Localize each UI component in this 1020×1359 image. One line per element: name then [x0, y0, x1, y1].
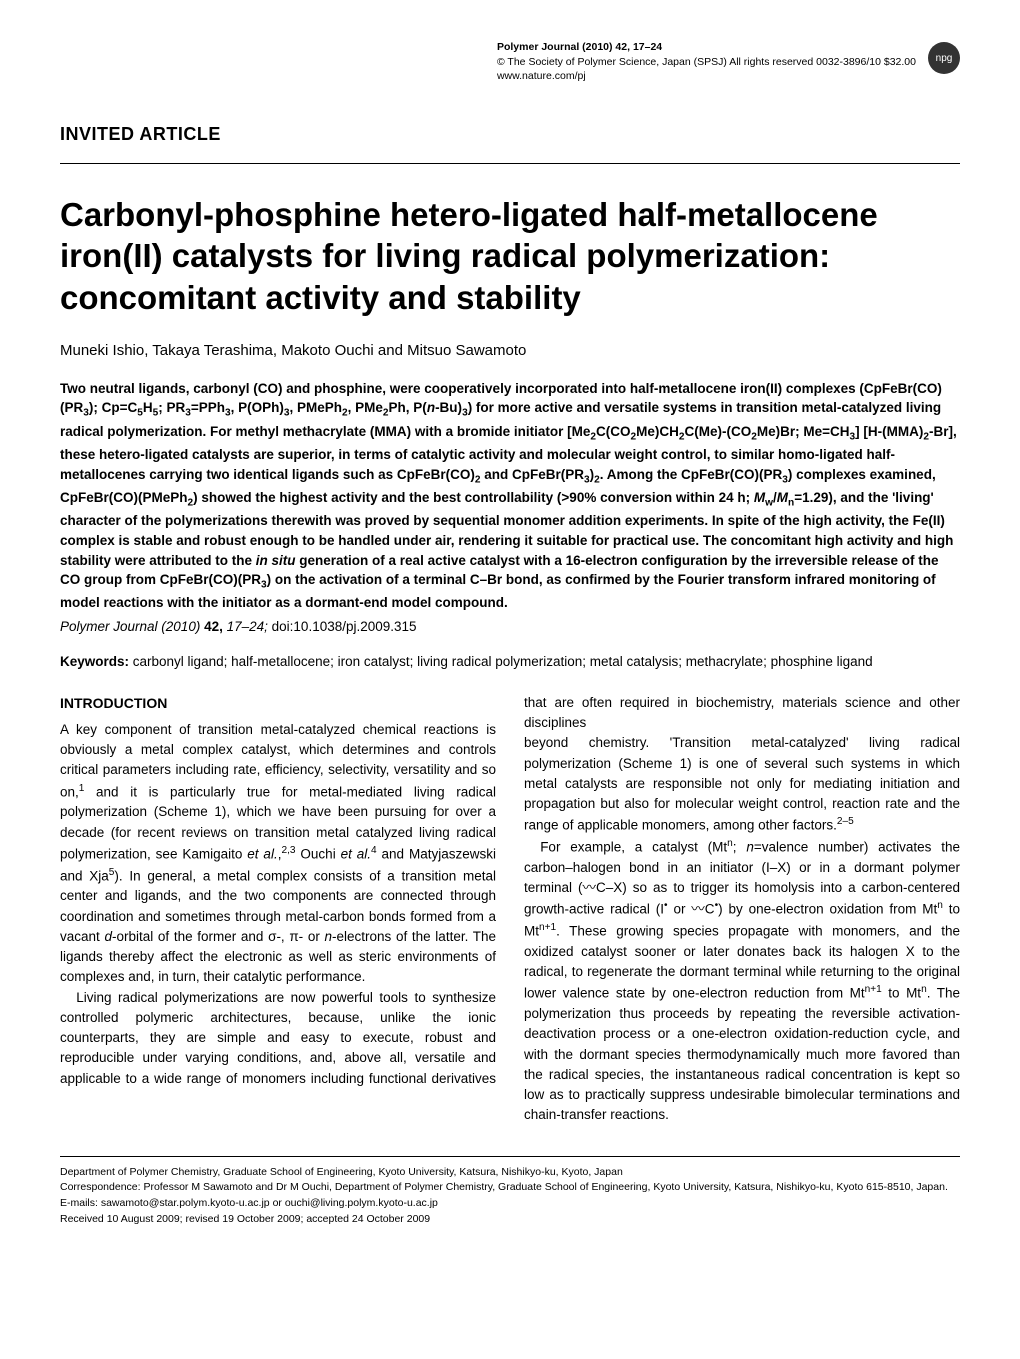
citation-doi: doi:10.1038/pj.2009.315: [272, 619, 417, 634]
divider-top: [60, 163, 960, 164]
divider-bottom: [60, 1156, 960, 1157]
section-heading-introduction: INTRODUCTION: [60, 693, 496, 714]
citation: Polymer Journal (2010) 42, 17–24; doi:10…: [60, 619, 960, 634]
citation-pages: 17–24;: [223, 619, 272, 634]
journal-title-line: Polymer Journal (2010) 42, 17–24: [497, 40, 916, 55]
copyright-line: © The Society of Polymer Science, Japan …: [497, 55, 916, 70]
journal-header: Polymer Journal (2010) 42, 17–24 © The S…: [60, 40, 960, 84]
keywords-label: Keywords:: [60, 654, 129, 669]
author-list: Muneki Ishio, Takaya Terashima, Makoto O…: [60, 342, 960, 359]
keywords: Keywords: carbonyl ligand; half-metalloc…: [60, 654, 960, 669]
journal-url: www.nature.com/pj: [497, 69, 916, 84]
citation-volume: 42,: [204, 619, 223, 634]
correspondence: Correspondence: Professor M Sawamoto and…: [60, 1180, 960, 1196]
received: Received 10 August 2009; revised 19 Octo…: [60, 1212, 960, 1228]
keywords-text: carbonyl ligand; half-metallocene; iron …: [129, 654, 873, 669]
citation-journal: Polymer Journal: [60, 619, 158, 634]
article-type: INVITED ARTICLE: [60, 124, 960, 145]
abstract: Two neutral ligands, carbonyl (CO) and p…: [60, 379, 960, 613]
citation-year: (2010): [158, 619, 205, 634]
body-columns: INTRODUCTION A key component of transiti…: [60, 693, 960, 1126]
affiliation: Department of Polymer Chemistry, Graduat…: [60, 1165, 960, 1181]
body-p4: For example, a catalyst (Mtn; n=valence …: [524, 836, 960, 1126]
npg-badge-label: npg: [936, 53, 953, 64]
article-title: Carbonyl-phosphine hetero-ligated half-m…: [60, 194, 960, 318]
npg-badge-icon: npg: [928, 42, 960, 74]
body-p3: beyond chemistry. 'Transition metal-cata…: [524, 733, 960, 836]
emails: E-mails: sawamoto@star.polym.kyoto-u.ac.…: [60, 1196, 960, 1212]
body-p1: A key component of transition metal-cata…: [60, 720, 496, 988]
footer: Department of Polymer Chemistry, Graduat…: [60, 1165, 960, 1228]
journal-info: Polymer Journal (2010) 42, 17–24 © The S…: [497, 40, 916, 84]
